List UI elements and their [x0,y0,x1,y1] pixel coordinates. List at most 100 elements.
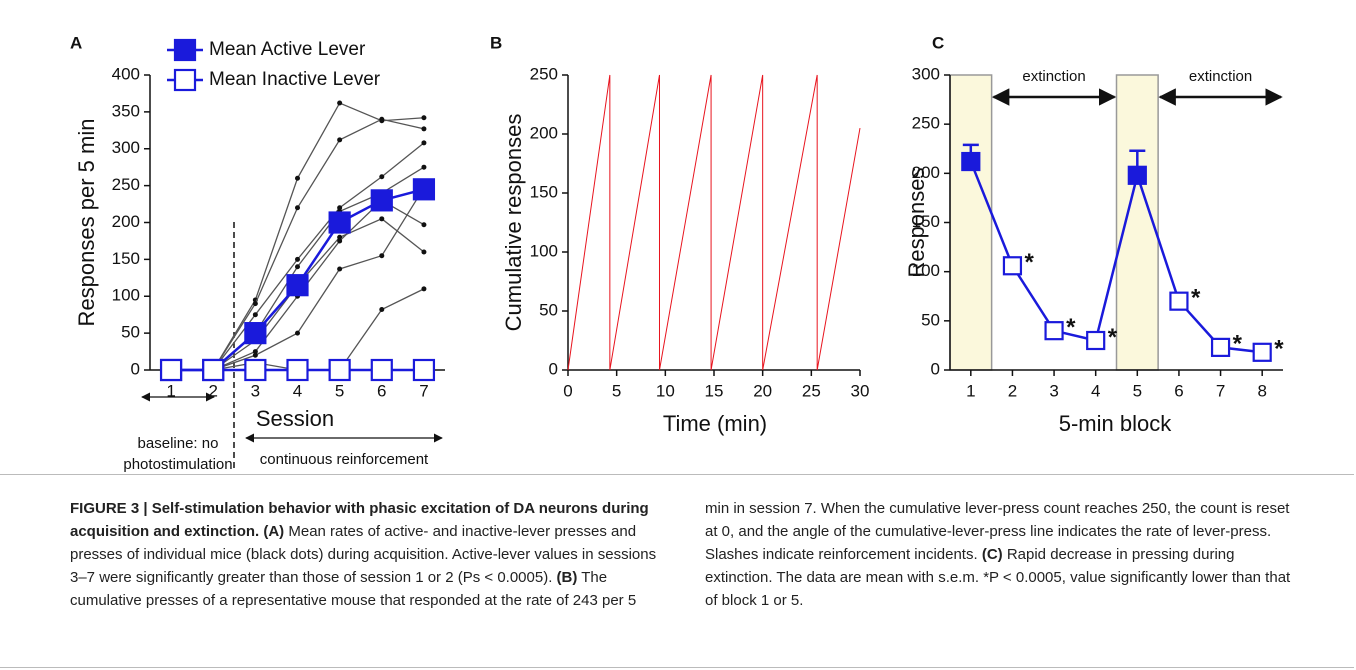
y-axis-label: Responses [904,167,929,277]
mouse-dot [252,349,258,355]
x-tick-label: 4 [1091,381,1100,400]
x-tick-label: 2 [208,381,217,400]
annotation: photostimulation [123,456,232,473]
y-tick-label: 250 [912,114,940,133]
caption-title: FIGURE 3 | Self-stimulation behavior wit… [70,500,649,540]
mouse-dot [337,205,343,211]
marker [244,358,267,382]
marker [412,178,436,201]
marker [412,358,436,382]
x-tick-label: 15 [705,381,724,400]
mouse-dot [337,137,343,143]
marker [1086,330,1106,351]
y-tick-label: 200 [912,163,940,182]
mouse-dot [421,164,427,170]
y-tick-label: 300 [912,64,940,83]
marker [1210,337,1231,357]
mouse-dot [295,175,300,181]
y-tick-label: 400 [112,64,140,83]
x-tick-label: 1 [966,381,975,400]
mouse-dot [337,238,343,244]
marker [1169,291,1189,311]
x-axis-label: Session [256,406,334,431]
marker [159,358,183,382]
caption-label: (C) [981,546,1003,563]
mouse-line [171,102,424,371]
y-tick-label: 50 [121,323,140,342]
legend-label: Mean Active Lever [209,39,366,60]
mouse-dot [337,100,343,106]
y-tick-label: 250 [530,64,558,83]
x-tick-label: 3 [1049,381,1058,400]
mouse-dot [421,140,427,146]
mouse-dot [421,249,427,255]
marker [1002,256,1023,276]
x-axis-label: Time (min) [663,411,767,436]
mouse-dot [379,116,385,122]
panel-letter: C [932,33,944,52]
legend-marker [173,68,197,92]
y-tick-label: 50 [921,310,940,329]
significance-mark: * [1233,331,1243,358]
annotation: baseline: no [138,435,219,452]
mouse-dot [379,174,385,180]
x-tick-label: 10 [656,381,675,400]
mouse-dot [252,352,258,358]
x-tick-label: 2 [1008,381,1017,400]
caption-text: Mean rates of active- and inactive-lever… [70,523,657,586]
x-tick-label: 5 [335,381,344,400]
x-tick-label: 8 [1257,381,1266,400]
y-tick-label: 100 [912,261,940,280]
marker [961,151,981,172]
series-line [567,74,861,371]
annotation: extinction [1189,68,1252,85]
marker [370,189,393,212]
marker [328,211,351,234]
mouse-dot [337,266,343,272]
x-tick-label: 4 [293,381,302,400]
annotation: extinction [1022,68,1085,85]
y-tick-label: 300 [112,138,140,157]
caption-label: (A) [263,523,285,540]
y-tick-label: 0 [931,359,940,378]
mouse-dot [379,307,385,313]
y-tick-label: 250 [112,175,140,194]
shaded-block [949,74,993,371]
x-tick-label: 6 [377,381,386,400]
x-tick-label: 3 [251,381,260,400]
mouse-dot [421,126,427,132]
mouse-dot [295,264,300,270]
marker [286,274,309,297]
y-tick-label: 200 [112,212,140,231]
y-axis-label: Cumulative responses [501,114,526,332]
marker [1044,321,1064,341]
panel-letter: B [490,33,502,52]
x-tick-label: 7 [419,381,428,400]
y-tick-label: 0 [131,359,140,378]
y-tick-label: 150 [112,249,140,268]
x-tick-label: 5 [1133,381,1142,400]
legend-marker [173,38,197,62]
mouse-dot [252,312,258,318]
shaded-block [1115,74,1159,371]
caption-text: The cumulative presses of a representati… [70,500,1290,609]
significance-mark: * [1108,324,1118,351]
y-tick-label: 150 [530,182,558,201]
y-tick-label: 0 [549,359,558,378]
mouse-dot [421,222,427,228]
marker [1127,165,1147,185]
mouse-dot [252,301,258,307]
mouse-dot [337,234,343,240]
y-tick-label: 50 [539,300,558,319]
marker [202,358,225,382]
marker [370,358,393,382]
x-tick-label: 20 [753,381,772,400]
x-tick-label: 25 [802,381,821,400]
y-tick-label: 350 [112,101,140,120]
mouse-dot [295,256,300,262]
caption-text: Rapid decrease in pressing during extinc… [705,546,1291,609]
x-tick-label: 6 [1174,381,1183,400]
mouse-dot [421,115,427,121]
y-tick-label: 100 [112,286,140,305]
